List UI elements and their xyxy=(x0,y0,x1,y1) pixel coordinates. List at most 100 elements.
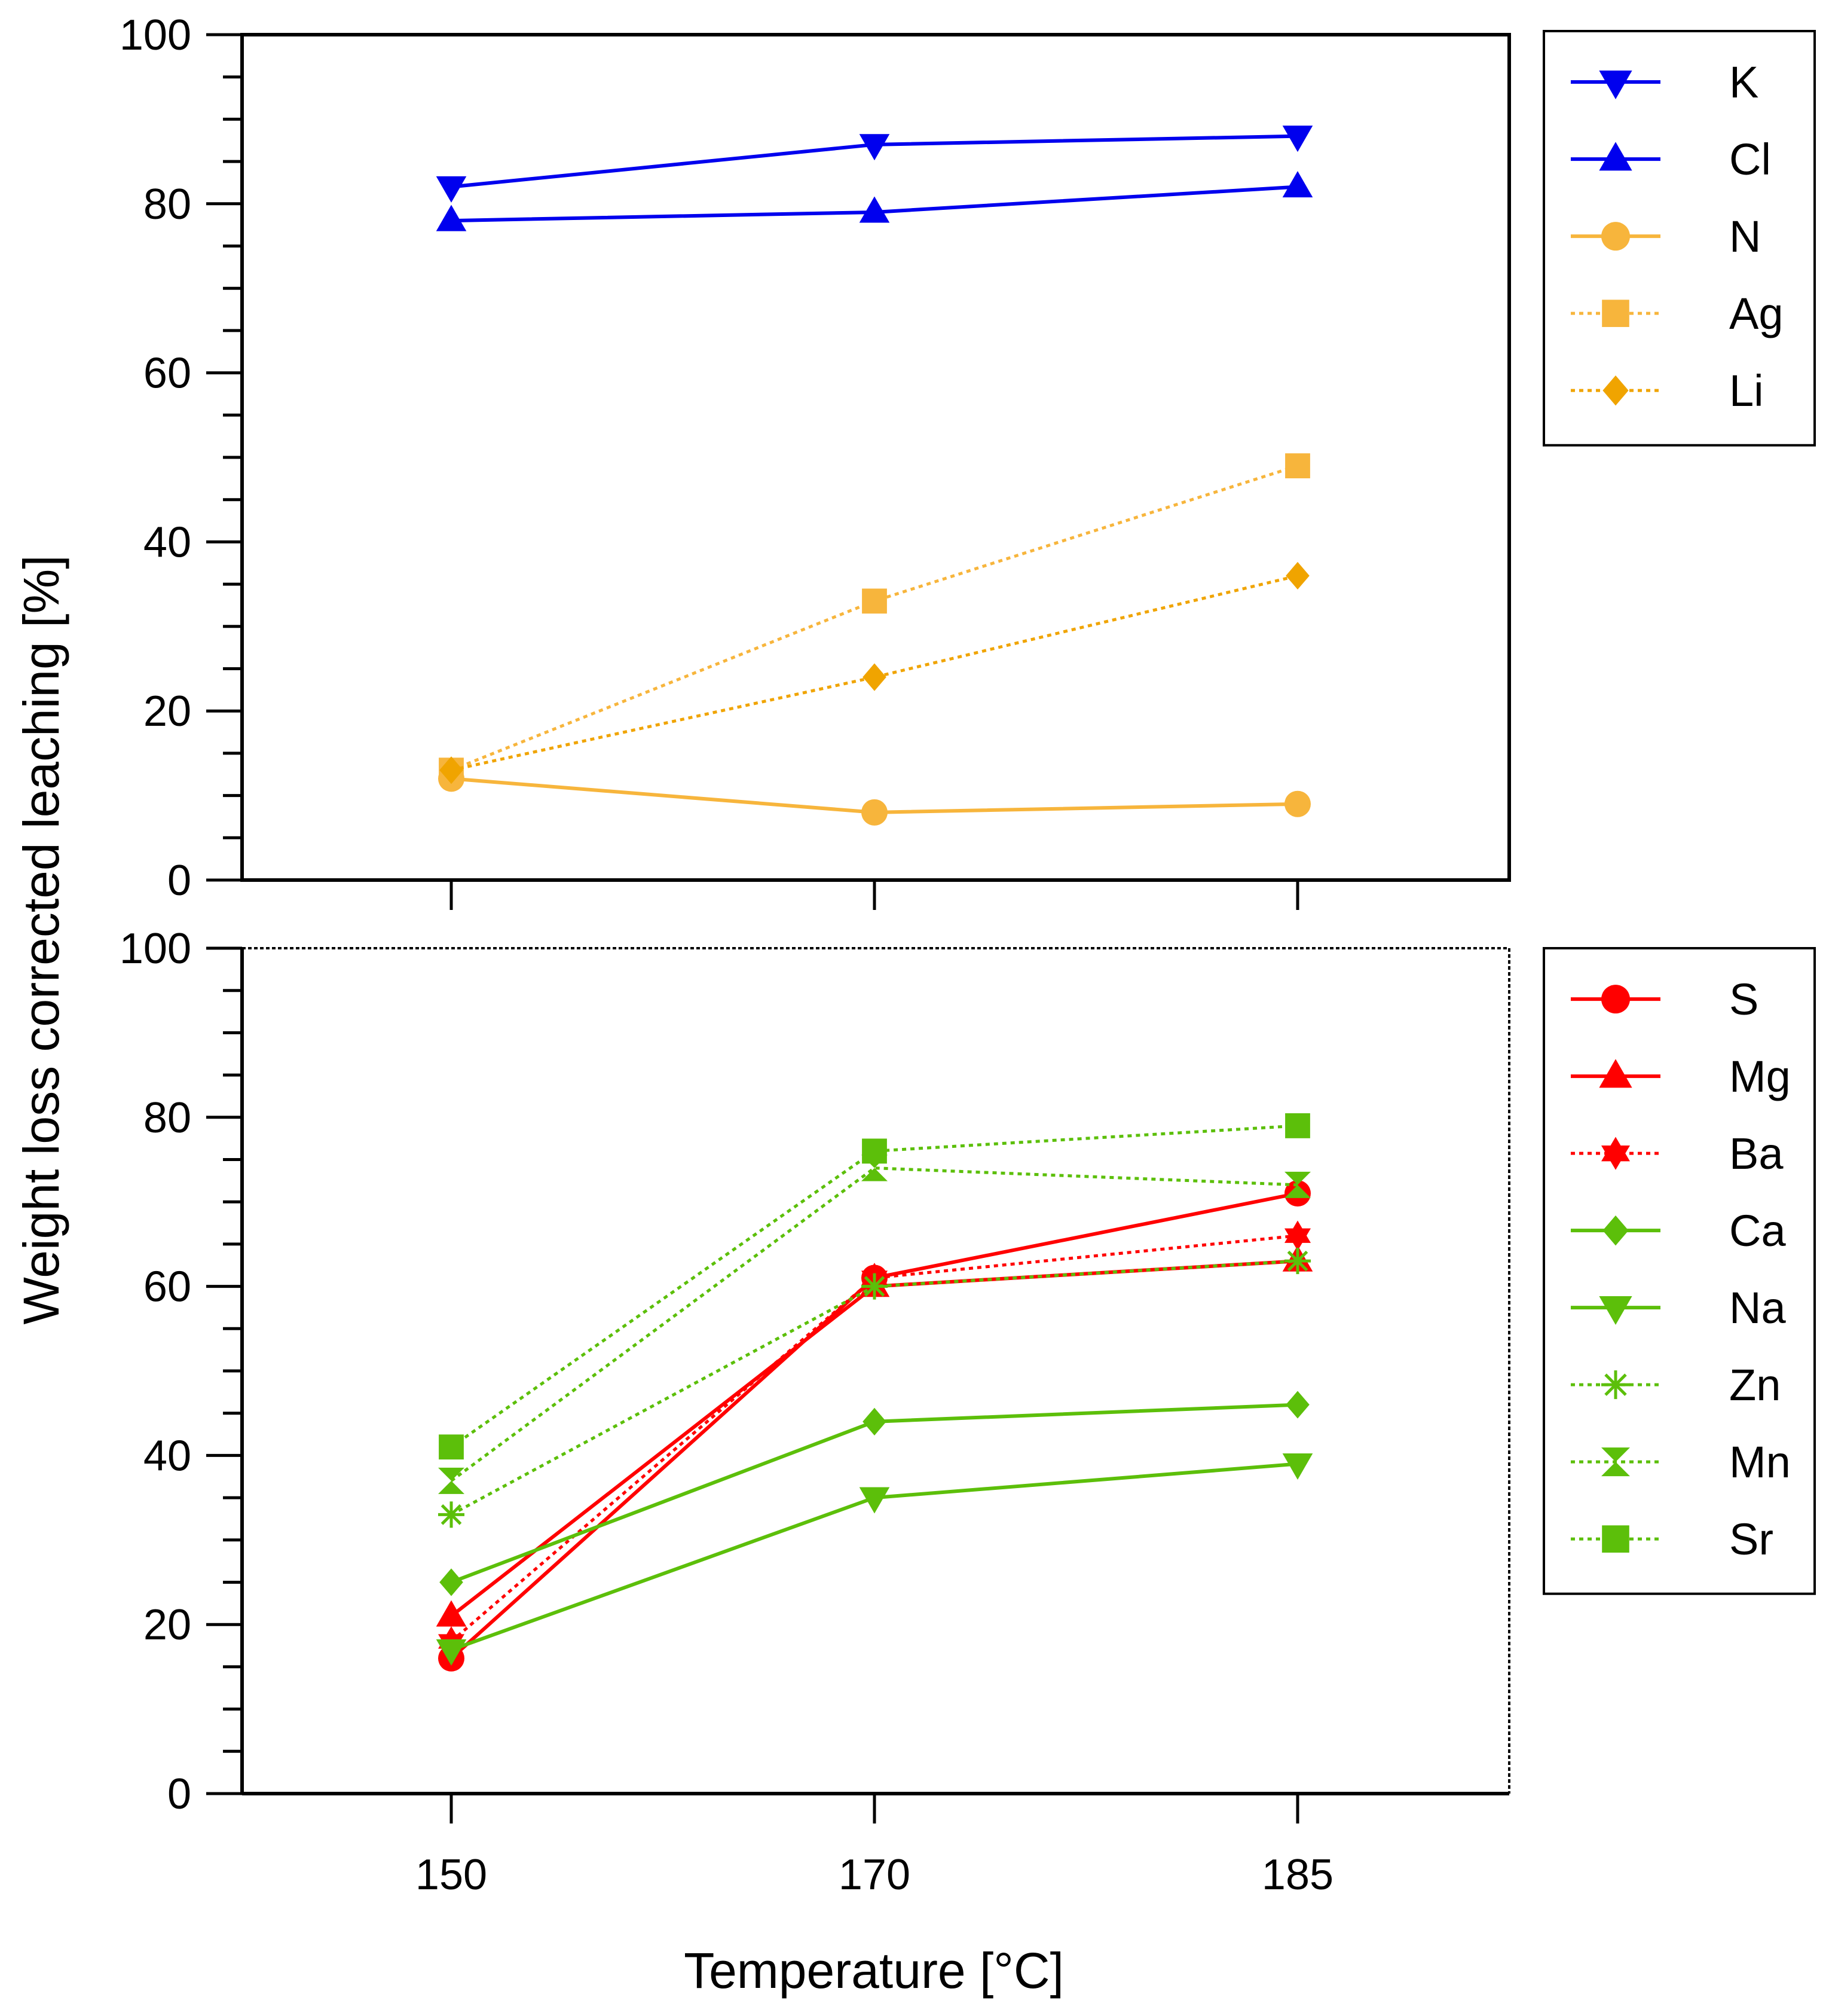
legend-label-Cl: Cl xyxy=(1729,135,1771,184)
data-point-Ag xyxy=(862,588,887,614)
data-point-Ba xyxy=(1284,1220,1311,1251)
x-tick-label: 170 xyxy=(839,1851,910,1899)
y-tick-label: 60 xyxy=(143,1263,191,1311)
data-point-Na xyxy=(859,1487,890,1514)
data-point-Zn-stroke xyxy=(864,1276,885,1297)
data-point-Sr xyxy=(1285,1113,1310,1138)
legend-item-Li: Li xyxy=(1571,366,1764,416)
bottom-panel: 0 20 40 60 80 100 150 170 185 xyxy=(120,925,1510,1899)
data-point-K xyxy=(436,176,467,203)
legend-label-Li: Li xyxy=(1729,366,1764,416)
data-point-Cl xyxy=(436,204,467,231)
y-tick-label: 60 xyxy=(143,350,191,398)
series-line-Ba xyxy=(450,1234,1298,1643)
data-point-Mn xyxy=(1284,1171,1311,1198)
legend-marker-Na xyxy=(1599,1296,1632,1325)
y-tick-label: 40 xyxy=(143,1432,191,1480)
legend-marker-K xyxy=(1599,70,1632,99)
data-point-Zn-stroke xyxy=(441,1504,462,1525)
legend-marker-Cl xyxy=(1599,142,1632,171)
legend-label-N: N xyxy=(1729,212,1761,261)
data-point-K xyxy=(1282,126,1313,152)
y-tick-label: 80 xyxy=(143,1094,191,1142)
legend-label-Mg: Mg xyxy=(1729,1052,1791,1101)
legend-item-Cl: Cl xyxy=(1571,135,1771,184)
series-K xyxy=(436,126,1313,203)
legend-label-Sr: Sr xyxy=(1729,1514,1773,1564)
y-tick-label: 20 xyxy=(143,1601,191,1649)
legend-item-Mg: Mg xyxy=(1571,1052,1791,1101)
legend-item-N: N xyxy=(1571,212,1761,261)
top-legend: K Cl N Ag Li xyxy=(1543,30,1816,447)
series-Na xyxy=(436,1453,1313,1666)
data-point-Li xyxy=(862,663,886,691)
legend-marker-Zn-stroke xyxy=(1604,1373,1627,1396)
legend-marker-Ba xyxy=(1601,1137,1630,1170)
legend-label-Ca: Ca xyxy=(1729,1206,1786,1256)
data-point-Ag xyxy=(1285,453,1310,479)
data-point-N xyxy=(861,799,888,826)
data-point-Zn xyxy=(438,1501,464,1528)
legend-box xyxy=(1543,30,1816,447)
top-panel: 0 20 40 60 80 100 xyxy=(120,11,1511,910)
legend-item-K: K xyxy=(1571,57,1758,107)
y-tick-label: 100 xyxy=(120,925,191,973)
legend-label-Ba: Ba xyxy=(1729,1129,1784,1178)
y-tick-label: 0 xyxy=(167,1770,191,1818)
legend-marker-Mg xyxy=(1599,1059,1632,1088)
x-tick-label: 150 xyxy=(415,1851,487,1899)
legend-item-Sr: Sr xyxy=(1571,1514,1773,1564)
legend-marker-Ba-part-b xyxy=(1601,1145,1630,1170)
plot-frame xyxy=(240,33,1511,882)
y-tick-label: 0 xyxy=(167,857,191,905)
bottom-legend: S Mg Ba Ca Na Zn Mn Sr xyxy=(1543,947,1816,1595)
legend-marker-Ag xyxy=(1602,300,1629,327)
series-Sr xyxy=(439,1113,1310,1460)
legend-label-Mn: Mn xyxy=(1729,1437,1791,1487)
legend-item-Mn: Mn xyxy=(1571,1437,1791,1487)
series-Cl xyxy=(436,171,1313,231)
legend-item-Zn: Zn xyxy=(1571,1360,1781,1410)
legend-label-S: S xyxy=(1729,975,1758,1024)
legend-item-Ag: Ag xyxy=(1571,289,1784,338)
legend-item-S: S xyxy=(1571,975,1758,1024)
series-Zn xyxy=(438,1248,1311,1528)
data-point-Ba-part-b xyxy=(1284,1228,1311,1251)
x-tick-label: 185 xyxy=(1262,1851,1333,1899)
legend-label-Na: Na xyxy=(1729,1283,1786,1333)
data-point-Ca xyxy=(1286,1391,1310,1419)
data-point-Cl xyxy=(1282,171,1313,198)
data-point-Mg xyxy=(436,1600,467,1627)
legend-marker-Zn xyxy=(1601,1370,1630,1400)
data-point-Cl xyxy=(859,196,890,223)
series-Ca xyxy=(439,1391,1310,1596)
legend-label-K: K xyxy=(1729,57,1758,107)
x-axis-title: Temperature [°C] xyxy=(684,1942,1064,1999)
series-Mg xyxy=(436,1245,1313,1627)
legend-marker-Sr xyxy=(1602,1525,1629,1553)
data-point-Zn xyxy=(861,1273,888,1300)
legend-marker-Ca xyxy=(1602,1215,1629,1246)
legend-marker-Mn xyxy=(1601,1447,1630,1477)
data-point-Li xyxy=(1286,561,1310,590)
legend-item-Ba: Ba xyxy=(1571,1129,1784,1178)
data-point-N xyxy=(1284,790,1311,817)
data-point-Zn xyxy=(1284,1248,1311,1275)
data-point-Na xyxy=(1282,1453,1313,1480)
data-point-Sr xyxy=(862,1138,887,1164)
data-point-Mn xyxy=(438,1467,464,1494)
data-point-Zn-stroke xyxy=(1287,1250,1308,1272)
series-N xyxy=(438,765,1311,826)
legend-marker-Li xyxy=(1602,375,1629,406)
y-tick-label: 80 xyxy=(143,181,191,228)
legend-marker-S xyxy=(1601,985,1630,1014)
data-point-Na xyxy=(436,1639,467,1666)
legend-item-Ca: Ca xyxy=(1571,1206,1786,1256)
data-point-Ca xyxy=(439,1568,463,1596)
data-point-Li xyxy=(439,756,463,784)
data-point-Sr xyxy=(439,1434,464,1460)
y-tick-label: 100 xyxy=(120,11,191,59)
series-Ag xyxy=(439,453,1310,783)
legend-box xyxy=(1543,947,1816,1595)
